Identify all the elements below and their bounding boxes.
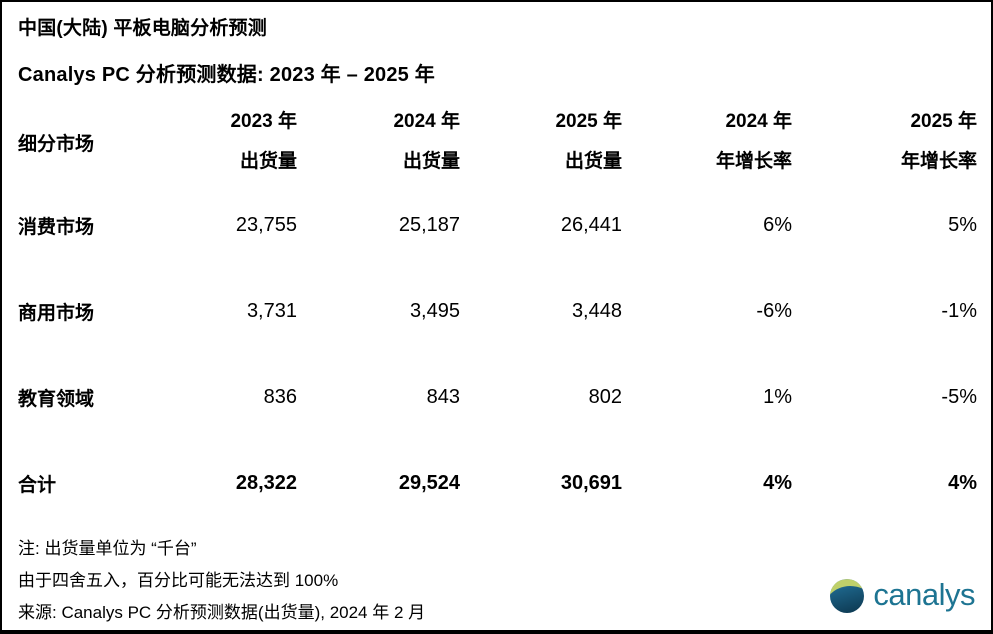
row-label: 教育领域 <box>18 388 95 410</box>
table-cell: 3,495 <box>409 299 460 322</box>
column-header-line2: 年增长率 <box>900 151 977 172</box>
column-header-line1: 2025 年 <box>555 111 622 132</box>
table-cell: 4% <box>948 471 977 494</box>
table-row-consumer: 消费市场 23,755 25,187 26,441 6% 5% <box>18 182 977 268</box>
table-cell: 29,524 <box>398 471 460 494</box>
table-cell: 843 <box>426 385 460 408</box>
canalys-logo: canalys <box>829 578 975 614</box>
table-cell: 23,755 <box>235 213 297 236</box>
table-cell: -5% <box>941 385 977 408</box>
table-cell: -6% <box>756 299 792 322</box>
page-subtitle: Canalys PC 分析预测数据: 2023 年 – 2025 年 <box>18 64 435 86</box>
table-cell: -1% <box>941 299 977 322</box>
column-header-line1: 2024 年 <box>725 111 792 132</box>
table-cell: 3,448 <box>571 299 622 322</box>
table-cell: 3,731 <box>246 299 297 322</box>
column-header-line1: 2024 年 <box>393 111 460 132</box>
row-label: 消费市场 <box>18 216 95 238</box>
column-header-line2: 年增长率 <box>715 151 792 172</box>
table-header-row: 细分市场 2023 年 出货量 2024 年 出货量 2025 年 出货量 20… <box>18 102 977 182</box>
column-header-line1: 2025 年 <box>910 111 977 132</box>
table-row-total: 合计 28,322 29,524 30,691 4% 4% <box>18 440 977 526</box>
table-cell: 836 <box>263 385 297 408</box>
table-cell: 30,691 <box>560 471 622 494</box>
note-rounding: 由于四舍五入，百分比可能无法达到 100% <box>18 571 339 590</box>
table-cell: 6% <box>763 213 792 236</box>
note-source: 来源: Canalys PC 分析预测数据(出货量), 2024 年 2 月 <box>18 603 426 622</box>
table-cell: 28,322 <box>235 471 297 494</box>
table-row-education: 教育领域 836 843 802 1% -5% <box>18 354 977 440</box>
column-header-2024-shipments: 2024 年 出货量 <box>297 102 460 182</box>
forecast-table: 细分市场 2023 年 出货量 2024 年 出货量 2025 年 出货量 20… <box>18 102 977 526</box>
footnotes: 注: 出货量单位为 “千台” 由于四舍五入，百分比可能无法达到 100% 来源:… <box>18 533 977 629</box>
table-row-commercial: 商用市场 3,731 3,495 3,448 -6% -1% <box>18 268 977 354</box>
row-label: 商用市场 <box>18 302 95 324</box>
table-cell: 802 <box>588 385 622 408</box>
table-cell: 1% <box>763 385 792 408</box>
canalys-globe-icon <box>830 579 865 613</box>
column-header-line2: 出货量 <box>402 151 460 172</box>
note-units: 注: 出货量单位为 “千台” <box>18 539 197 558</box>
table-cell: 25,187 <box>398 213 460 236</box>
page-title: 中国(大陆) 平板电脑分析预测 <box>18 18 267 39</box>
row-label: 合计 <box>18 474 57 496</box>
table-cell: 4% <box>763 471 792 494</box>
column-header-segment: 细分市场 <box>18 133 95 155</box>
column-header-line2: 出货量 <box>239 151 297 172</box>
column-header-line1: 2023 年 <box>230 111 297 132</box>
column-header-2025-shipments: 2025 年 出货量 <box>460 102 622 182</box>
table-cell: 26,441 <box>560 213 622 236</box>
table-cell: 5% <box>948 213 977 236</box>
column-header-2023-shipments: 2023 年 出货量 <box>138 102 297 182</box>
canalys-logo-text: canalys <box>873 576 975 612</box>
column-header-line2: 出货量 <box>564 151 622 172</box>
column-header-2025-growth: 2025 年 年增长率 <box>792 102 977 182</box>
column-header-2024-growth: 2024 年 年增长率 <box>622 102 792 182</box>
